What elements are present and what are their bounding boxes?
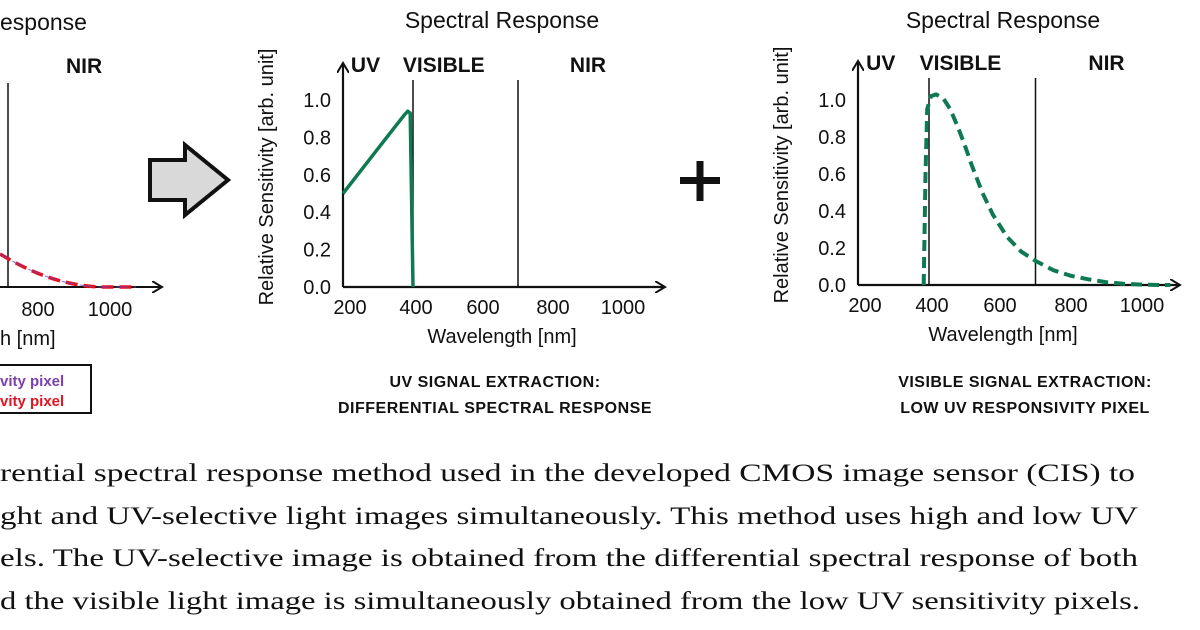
y-axis-label: Relative Sensitivity [arb. unit] [256, 49, 278, 306]
plus-icon [680, 161, 720, 201]
y-tick-label: 0.4 [303, 202, 331, 224]
x-tick-label: 400 [915, 295, 948, 317]
caption-line-4: d the visible light image is simultaneou… [0, 588, 1140, 615]
left-region-nir: NIR [66, 55, 102, 78]
y-tick-label: 1.0 [818, 90, 846, 112]
series-line [921, 92, 1171, 287]
x-tick-label: 400 [399, 297, 432, 319]
y-tick-label: 0.4 [818, 201, 846, 223]
caption-line-2: ght and UV-selective light images simult… [0, 503, 1138, 530]
y-tick-label: 1.0 [303, 90, 331, 112]
chart-caption-line: UV SIGNAL EXTRACTION: [389, 374, 600, 391]
region-label-nir: NIR [1088, 52, 1124, 75]
region-label-visible: VISIBLE [920, 52, 1002, 75]
y-tick-label: 0.2 [303, 240, 331, 262]
series-line [341, 109, 415, 288]
left-panel-title: esponse [0, 9, 87, 35]
x-tick-label: 800 [1054, 295, 1087, 317]
region-label-nir: NIR [570, 54, 606, 77]
legend-item-high: vity pixel [0, 373, 64, 390]
y-tick-label: 0.0 [303, 277, 331, 299]
block-arrow-right-icon [148, 140, 232, 220]
y-tick-label: 0.0 [818, 275, 846, 297]
chart-caption-line: DIFFERENTIAL SPECTRAL RESPONSE [338, 400, 652, 417]
left-panel: esponse NIR 800 1000 h [nm] vity pixel v… [0, 9, 162, 414]
left-tick-1000: 1000 [88, 299, 133, 321]
y-tick-label: 0.6 [303, 165, 331, 187]
y-tick-label: 0.2 [818, 238, 846, 260]
chart-title: Spectral Response [405, 7, 599, 33]
region-label-uv: UV [866, 52, 895, 75]
y-tick-label: 0.6 [818, 164, 846, 186]
x-tick-label: 200 [848, 295, 881, 317]
x-tick-label: 200 [333, 297, 366, 319]
x-tick-label: 1000 [601, 297, 646, 319]
chart-caption-line: LOW UV RESPONSIVITY PIXEL [900, 400, 1150, 417]
x-tick-label: 600 [983, 295, 1016, 317]
chart-visible-extraction: Spectral Response UV VISIBLE NIR 200 400 600 80… [771, 7, 1180, 417]
caption-line-3: els. The UV-selective image is obtained … [0, 545, 1139, 572]
left-tick-800: 800 [21, 299, 54, 321]
left-legend-box [0, 364, 92, 414]
caption-paragraph: rential spectral response method used in… [0, 460, 1140, 615]
left-curve-low-uv [0, 252, 136, 289]
x-axis-label: Wavelength [nm] [928, 324, 1077, 346]
x-tick-label: 1000 [1120, 295, 1165, 317]
caption-line-1: rential spectral response method used in… [0, 460, 1135, 487]
region-label-visible: VISIBLE [403, 54, 485, 77]
left-curve-high-uv [0, 253, 136, 288]
x-tick-label: 600 [466, 297, 499, 319]
chart-uv-extraction: Spectral Response UV VISIBLE NIR 200 400 600 80… [256, 7, 665, 417]
legend-item-low: vity pixel [0, 393, 64, 410]
region-label-uv: UV [351, 54, 380, 77]
chart-caption-line: VISIBLE SIGNAL EXTRACTION: [898, 374, 1152, 391]
y-tick-label: 0.8 [818, 127, 846, 149]
chart-title: Spectral Response [906, 7, 1100, 33]
y-tick-label: 0.8 [303, 127, 331, 149]
y-axis-label: Relative Sensitivity [arb. unit] [771, 47, 793, 304]
x-tick-label: 800 [536, 297, 569, 319]
left-xlabel: h [nm] [0, 328, 56, 350]
x-axis-label: Wavelength [nm] [427, 326, 576, 348]
